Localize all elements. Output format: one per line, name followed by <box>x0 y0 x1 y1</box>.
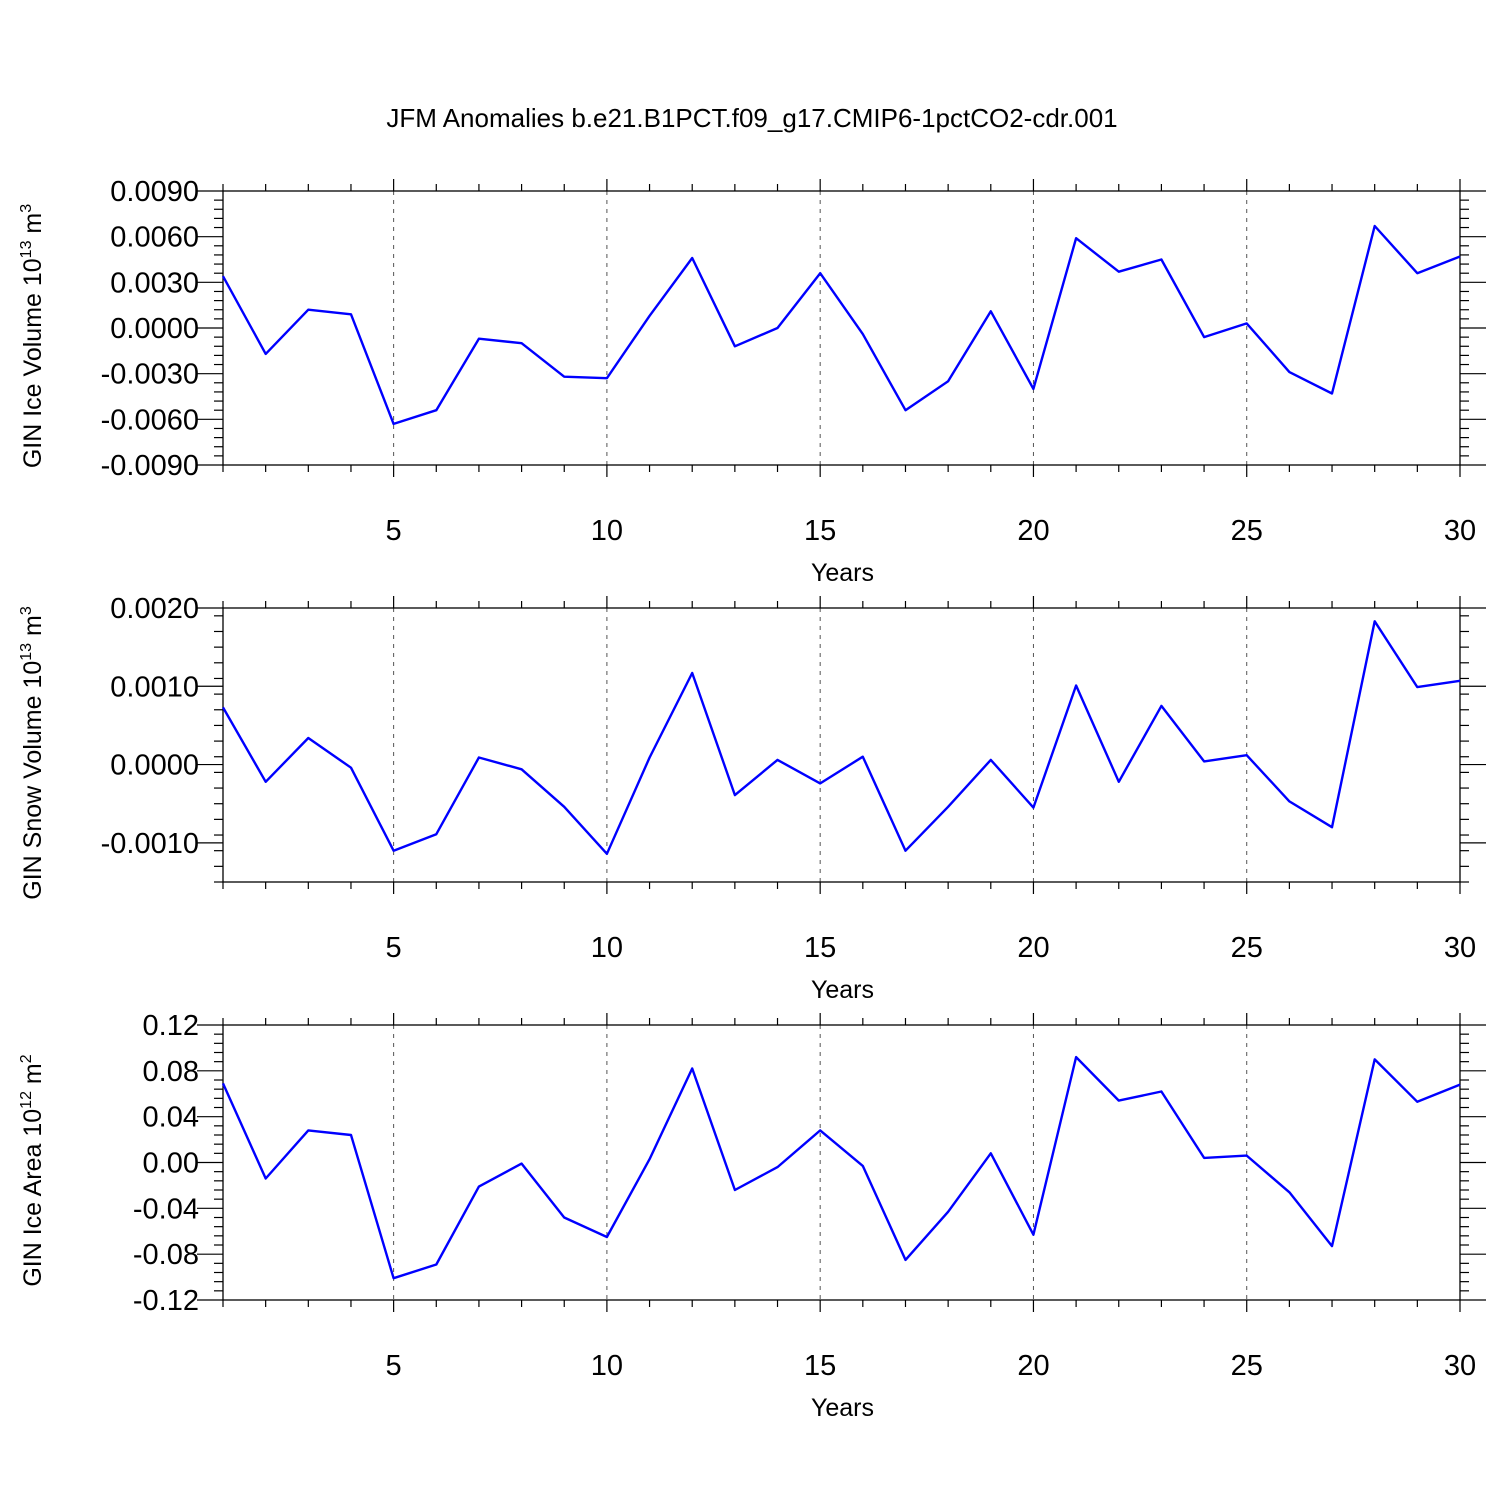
plot-frame <box>222 1024 1461 1301</box>
panel-3: 0.12 0.08 0.04 0.00 -0.04 -0.08 -0.12 5 10 15 20 25… <box>18 1010 1486 1422</box>
x-tick-label: 10 <box>591 515 623 547</box>
x-tick-label: 15 <box>804 1350 836 1382</box>
x-tick-label: 30 <box>1444 932 1476 964</box>
y-tick-label: 0.0090 <box>110 176 199 208</box>
y-tick-label: 0.08 <box>143 1056 199 1088</box>
chart-title: JFM Anomalies b.e21.B1PCT.f09_g17.CMIP6-… <box>386 103 1117 133</box>
y-axis-label: GIN Snow Volume 1013 m3 <box>18 606 47 900</box>
plot-frame <box>222 607 1461 883</box>
x-tick-label: 25 <box>1231 1350 1263 1382</box>
y-tick-label: -0.08 <box>133 1239 199 1271</box>
x-axis-label: Years <box>811 976 874 1004</box>
x-tick-label: 5 <box>386 515 402 547</box>
y-tick-label: -0.0010 <box>101 828 199 860</box>
y-tick-label: 0.0030 <box>110 267 199 299</box>
x-tick-label: 5 <box>386 1350 402 1382</box>
x-tick-label: 30 <box>1444 1350 1476 1382</box>
y-tick-label: 0.0000 <box>110 750 199 782</box>
x-tick-label: 15 <box>804 515 836 547</box>
y-tick-label: 0.0010 <box>110 671 199 703</box>
plot-frame <box>222 190 1461 466</box>
x-tick-label: 15 <box>804 932 836 964</box>
x-tick-label: 20 <box>1017 932 1049 964</box>
x-tick-label: 30 <box>1444 515 1476 547</box>
y-tick-label: 0.00 <box>143 1148 199 1180</box>
panel-1: 0.0090 0.0060 0.0030 0.0000 -0.0030 -0.0060 -0… <box>18 176 1486 587</box>
y-tick-label: -0.0060 <box>101 404 199 436</box>
x-tick-label: 5 <box>386 932 402 964</box>
y-tick-label: -0.0090 <box>101 450 199 482</box>
x-tick-label: 20 <box>1017 1350 1049 1382</box>
y-tick-label: 0.0020 <box>110 593 199 625</box>
x-tick-label: 25 <box>1231 932 1263 964</box>
y-tick-label: 0.0060 <box>110 222 199 254</box>
y-tick-label: -0.12 <box>133 1285 199 1317</box>
series-line <box>221 1055 1461 1280</box>
y-tick-label: 0.0000 <box>110 313 199 345</box>
panels-container: 0.00900.00600.00300.0000-0.0030-0.0060-0… <box>18 176 1486 1422</box>
y-tick-label: -0.04 <box>133 1193 199 1225</box>
series-line <box>221 620 1461 855</box>
y-axis-label: GIN Ice Volume 1013 m3 <box>18 204 47 468</box>
x-tick-label: 20 <box>1017 515 1049 547</box>
y-tick-label: 0.12 <box>143 1010 199 1042</box>
x-tick-label: 10 <box>591 1350 623 1382</box>
x-axis-label: Years <box>811 559 874 587</box>
y-tick-label: -0.0030 <box>101 359 199 391</box>
x-tick-label: 10 <box>591 932 623 964</box>
x-tick-label: 25 <box>1231 515 1263 547</box>
series-line <box>221 224 1461 426</box>
y-tick-label: 0.04 <box>143 1102 199 1134</box>
x-axis-label: Years <box>811 1394 874 1422</box>
panel-2: 0.0020 0.0010 0.0000 -0.0010 5 10 15 20 25 30 Year… <box>18 593 1486 1004</box>
y-axis-label: GIN Ice Area 1012 m2 <box>18 1054 47 1286</box>
